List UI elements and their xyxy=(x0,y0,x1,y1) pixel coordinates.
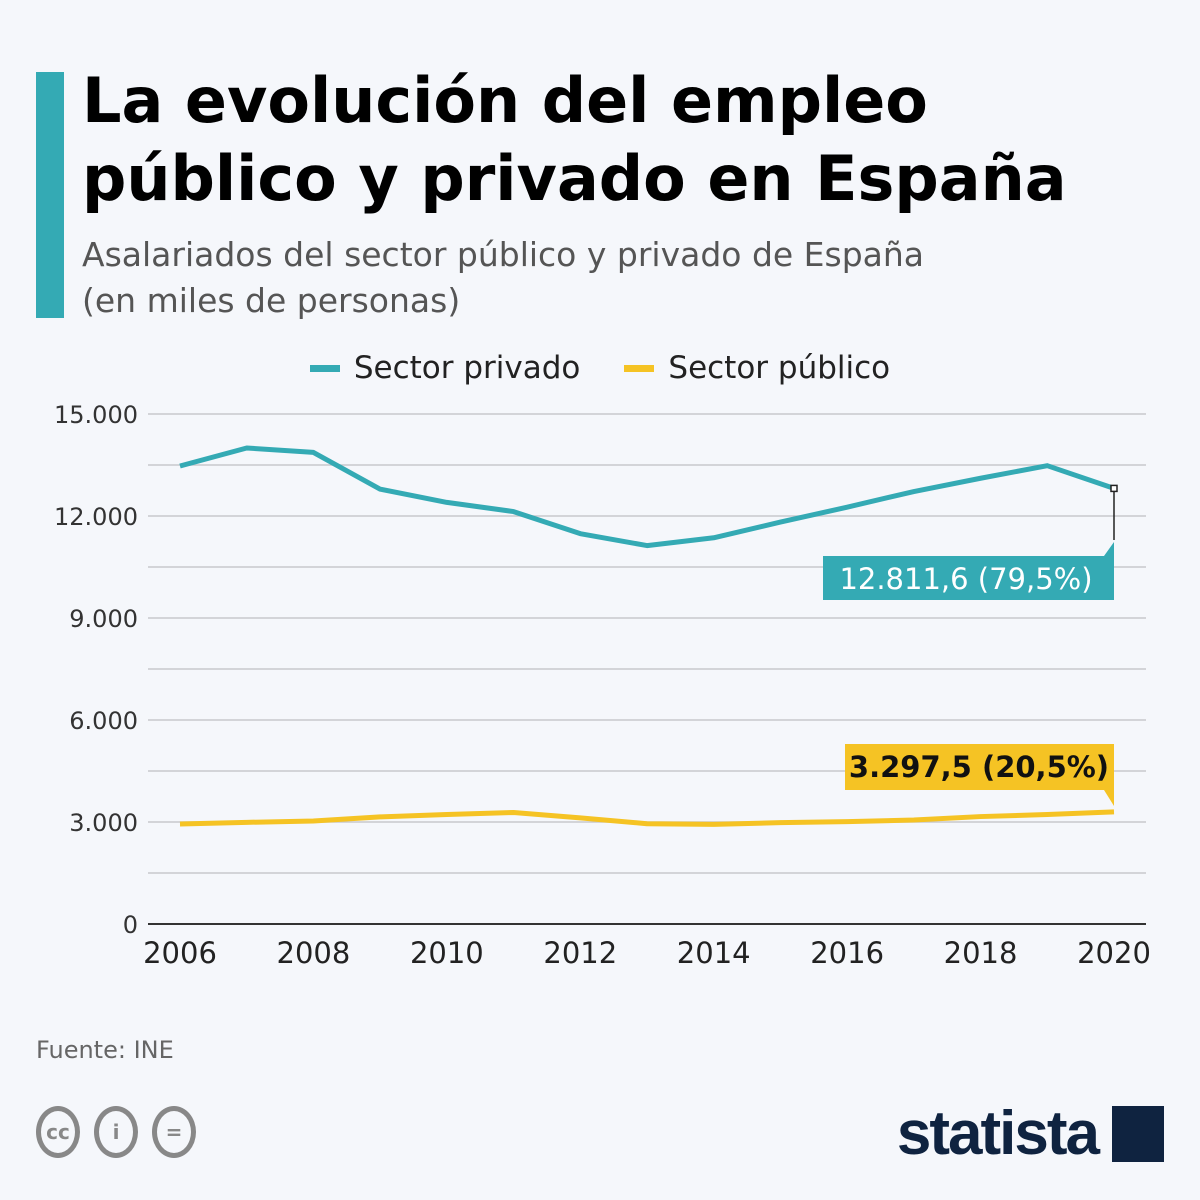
x-tick-label: 2006 xyxy=(143,936,217,970)
line-chart: 0 3.000 6.000 9.000 12.000 15.000 2006 2008 2010… xyxy=(54,401,1151,970)
x-tick-label: 2012 xyxy=(543,936,617,970)
series-line-private xyxy=(179,445,1115,549)
x-tick-label: 2016 xyxy=(810,936,884,970)
legend-swatch xyxy=(624,364,655,372)
page-title: La evolución del empleo público y privad… xyxy=(82,64,1067,215)
y-tick-label: 6.000 xyxy=(69,707,138,735)
y-tick-label: 15.000 xyxy=(54,401,138,429)
y-tick-label: 12.000 xyxy=(54,503,138,531)
by-icon: i xyxy=(94,1106,138,1158)
data-label-public: 3.297,5 (20,5%) xyxy=(849,750,1109,784)
accent-bar xyxy=(36,72,64,318)
x-tick-label: 2020 xyxy=(1077,936,1151,970)
legend-label: Sector público xyxy=(668,350,891,386)
subtitle-line: Asalariados del sector público y privado… xyxy=(82,235,925,274)
data-label-box-public xyxy=(845,744,1114,806)
logo-text: statista xyxy=(896,1099,1100,1168)
license-icons: cc i = xyxy=(36,1106,196,1158)
data-label-box-private xyxy=(823,542,1114,600)
legend-swatch xyxy=(309,364,340,372)
cc-icon: cc xyxy=(36,1106,80,1158)
callout-marker xyxy=(1110,484,1118,493)
source: Fuente: INE xyxy=(36,1036,174,1064)
y-tick-label: 0 xyxy=(123,911,138,939)
x-tick-label: 2010 xyxy=(410,936,484,970)
legend-item-public: Sector público xyxy=(624,350,890,386)
legend-label: Sector privado xyxy=(353,350,581,386)
data-label-private: 12.811,6 (79,5%) xyxy=(839,562,1092,596)
logo-mark-icon xyxy=(1112,1105,1164,1162)
subtitle-line: (en miles de personas) xyxy=(82,281,461,320)
y-tick-label: 9.000 xyxy=(69,605,138,633)
x-tick-label: 2008 xyxy=(277,936,351,970)
legend-item-private: Sector privado xyxy=(309,350,581,386)
nd-icon: = xyxy=(152,1106,196,1158)
subtitle: Asalariados del sector público y privado… xyxy=(82,232,1182,324)
statista-logo: statista xyxy=(897,1098,1164,1169)
x-tick-label: 2014 xyxy=(677,936,751,970)
x-tick-label: 2018 xyxy=(944,936,1018,970)
y-tick-label: 3.000 xyxy=(69,809,138,837)
legend: Sector privado Sector público xyxy=(0,350,1200,386)
